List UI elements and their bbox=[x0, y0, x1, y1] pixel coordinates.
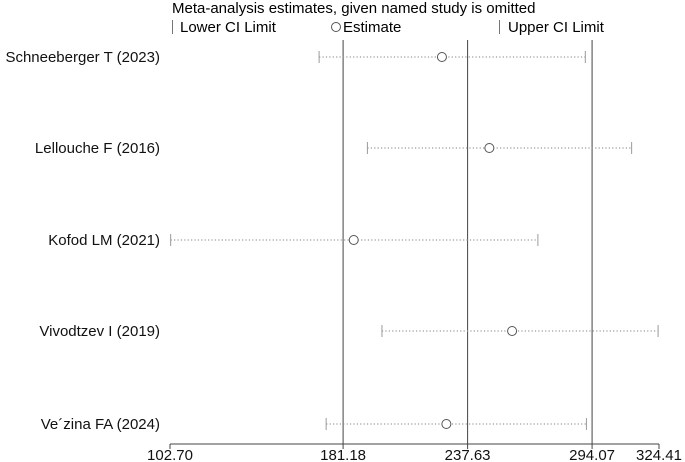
estimate-marker bbox=[484, 143, 495, 153]
x-tick-label: 237.63 bbox=[445, 447, 491, 462]
study-label: Kofod LM (2021) bbox=[48, 232, 160, 249]
estimate-marker bbox=[348, 235, 359, 245]
study-label: Lellouche F (2016) bbox=[35, 140, 160, 157]
x-tick-label: 294.07 bbox=[569, 447, 615, 462]
legend-estimate-marker bbox=[331, 22, 341, 32]
legend-upper-label: Upper CI Limit bbox=[508, 19, 605, 36]
study-label: Schneeberger T (2023) bbox=[5, 49, 160, 66]
x-tick-label: 102.70 bbox=[147, 447, 193, 462]
x-axis: 102.70 181.18 237.63 294.07 324.41 bbox=[147, 443, 682, 462]
study-row: Ve´zina FA (2024) bbox=[41, 416, 587, 433]
study-label: Ve´zina FA (2024) bbox=[41, 416, 160, 433]
legend: Lower CI Limit Estimate Upper CI Limit bbox=[172, 19, 605, 36]
legend-lower-label: Lower CI Limit bbox=[180, 19, 277, 36]
reference-lines bbox=[342, 40, 593, 444]
estimate-marker bbox=[441, 419, 452, 429]
study-row: Lellouche F (2016) bbox=[35, 140, 633, 157]
study-row: Kofod LM (2021) bbox=[48, 232, 539, 249]
study-row: Schneeberger T (2023) bbox=[5, 49, 586, 66]
legend-estimate-label: Estimate bbox=[343, 19, 401, 36]
estimate-marker bbox=[436, 52, 447, 62]
x-tick-label: 324.41 bbox=[636, 447, 682, 462]
chart-title: Meta-analysis estimates, given named stu… bbox=[172, 0, 536, 17]
study-row: Vivodtzev I (2019) bbox=[39, 323, 659, 340]
estimate-marker bbox=[507, 326, 518, 336]
study-label: Vivodtzev I (2019) bbox=[39, 323, 160, 340]
x-tick-label: 181.18 bbox=[320, 447, 366, 462]
study-rows: Schneeberger T (2023) Lellouche F (2016) K… bbox=[5, 49, 659, 433]
